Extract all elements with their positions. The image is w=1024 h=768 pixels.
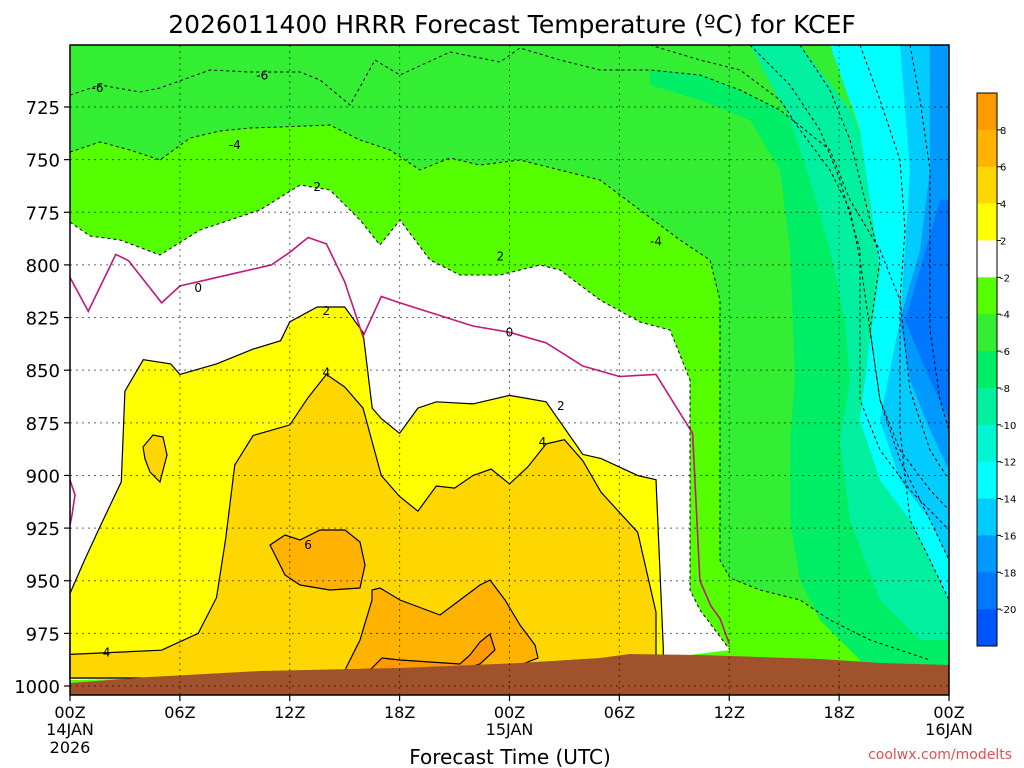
- contour-label: -4: [229, 138, 241, 152]
- contour-label: 4: [323, 365, 331, 379]
- credit-text: coolwx.com/modelts: [868, 747, 1012, 763]
- x-date-label: 16JAN: [925, 720, 973, 739]
- colorbar-bin: [977, 240, 997, 278]
- colorbar-bin: [977, 535, 997, 573]
- isotherms-below-zero: [69, 44, 950, 661]
- isotherm-minus-4c: [69, 124, 931, 661]
- colorbar-bin: [977, 351, 997, 389]
- colorbar-label: -12: [1000, 458, 1016, 469]
- isotherm-0c-edge: [69, 479, 76, 526]
- field-above-6c-left: [269, 529, 366, 591]
- colorbar-bin: [977, 387, 997, 426]
- y-tick-label: 875: [26, 414, 60, 435]
- isotherm-minus-2c: [69, 184, 731, 651]
- colorbar-label: -8: [1000, 384, 1010, 395]
- axes: 725 750 775 800 825 850 875 900 925 950 975 1000 00Z…: [14, 98, 973, 757]
- colorbar-bin: [977, 498, 997, 536]
- colorbar-bin: [977, 277, 997, 315]
- y-tick-label: 925: [26, 519, 60, 540]
- colorbar-label: -4: [1000, 310, 1010, 321]
- colorbar-label: -20: [1000, 605, 1016, 616]
- colorbar-label: -14: [1000, 495, 1016, 506]
- x-tick-label: 00Z: [494, 703, 525, 722]
- colorbar-bin: [977, 203, 997, 241]
- x-year-label: 2026: [50, 738, 91, 757]
- x-tick-label: 00Z: [54, 703, 85, 722]
- contour-label: 2: [497, 249, 505, 263]
- y-tick-label: 825: [26, 309, 60, 330]
- field-deep-blue: [905, 200, 949, 420]
- isotherm-minus-8c: [649, 44, 950, 561]
- isotherm-0c: [69, 236, 731, 645]
- isotherm-minus-16c: [909, 44, 950, 431]
- y-tick-label: 900: [26, 466, 60, 487]
- y-tick-label: 1000: [14, 677, 60, 698]
- x-tick-label: 00Z: [933, 703, 964, 722]
- x-tick-label: 12Z: [274, 703, 305, 722]
- colorbar-label: 8: [1000, 126, 1006, 137]
- y-tick-label: 725: [26, 98, 60, 119]
- contour-labels: -6 -6 -4 2 2 -4 0 2 0 4 2 4 6 4: [91, 68, 662, 659]
- grid: [70, 45, 949, 695]
- x-date-label: 15JAN: [486, 720, 534, 739]
- colorbar-bin: [977, 424, 997, 462]
- contour-label: 4: [103, 645, 111, 659]
- y-tick-label: 775: [26, 203, 60, 224]
- colorbar-label: -18: [1000, 568, 1016, 579]
- x-tick-label: 12Z: [714, 703, 745, 722]
- x-tick-label: 06Z: [164, 703, 195, 722]
- y-tick-label: 750: [26, 151, 60, 172]
- contour-label: 2: [313, 180, 321, 194]
- colorbar-label: 4: [1000, 200, 1006, 211]
- isotherm-minus-10c: [749, 44, 950, 531]
- colorbar-bin: [977, 572, 997, 610]
- colorbar-label: -6: [1000, 347, 1010, 358]
- colorbar-label: -2: [1000, 273, 1010, 284]
- x-axis-title: Forecast Time (UTC): [409, 745, 611, 768]
- contour-label: 2: [557, 399, 565, 413]
- y-tick-label: 975: [26, 624, 60, 645]
- contour-label: -4: [650, 235, 662, 249]
- x-tick-label: 18Z: [384, 703, 415, 722]
- y-tick-label: 950: [26, 572, 60, 593]
- colorbar-label: 6: [1000, 163, 1006, 174]
- chart-title: 2026011400 HRRR Forecast Temperature (ºC…: [168, 10, 856, 39]
- x-tick-label: 18Z: [823, 703, 854, 722]
- colorbar: 8 6 4 2 -2 -4 -6 -8 -10 -12 -14 -16 -18 -20: [976, 92, 1016, 647]
- contour-label: -6: [91, 81, 103, 95]
- field-above-4c-pocket: [142, 434, 168, 484]
- isotherm-minus-6c: [69, 47, 950, 601]
- field-above-4c: [69, 373, 657, 679]
- colorbar-bin: [977, 129, 997, 168]
- x-date-label: 14JAN: [46, 720, 94, 739]
- colorbar-label: -16: [1000, 531, 1016, 542]
- isotherm-minus-12c: [799, 44, 950, 511]
- colorbar-bin: [977, 93, 997, 131]
- contour-label: 0: [194, 281, 202, 295]
- contour-label: 6: [304, 538, 312, 552]
- colorbar-bin: [977, 314, 997, 352]
- colorbar-label: -10: [1000, 421, 1016, 432]
- colorbar-bin: [977, 166, 997, 204]
- x-tick-label: 06Z: [604, 703, 635, 722]
- y-tick-label: 800: [26, 256, 60, 277]
- contour-label: 4: [539, 435, 547, 449]
- plot-area: -6 -6 -4 2 2 -4 0 2 0 4 2 4 6 4 725 750 775 800 825 850 875…: [14, 44, 973, 757]
- y-tick-label: 850: [26, 361, 60, 382]
- colorbar-bin: [977, 609, 997, 647]
- colorbar-frame: [976, 92, 998, 647]
- contour-label: -6: [256, 68, 268, 82]
- contour-label: 0: [506, 325, 514, 339]
- contour-label: 2: [323, 304, 331, 318]
- colorbar-bin: [977, 461, 997, 499]
- colorbar-label: 2: [1000, 236, 1006, 247]
